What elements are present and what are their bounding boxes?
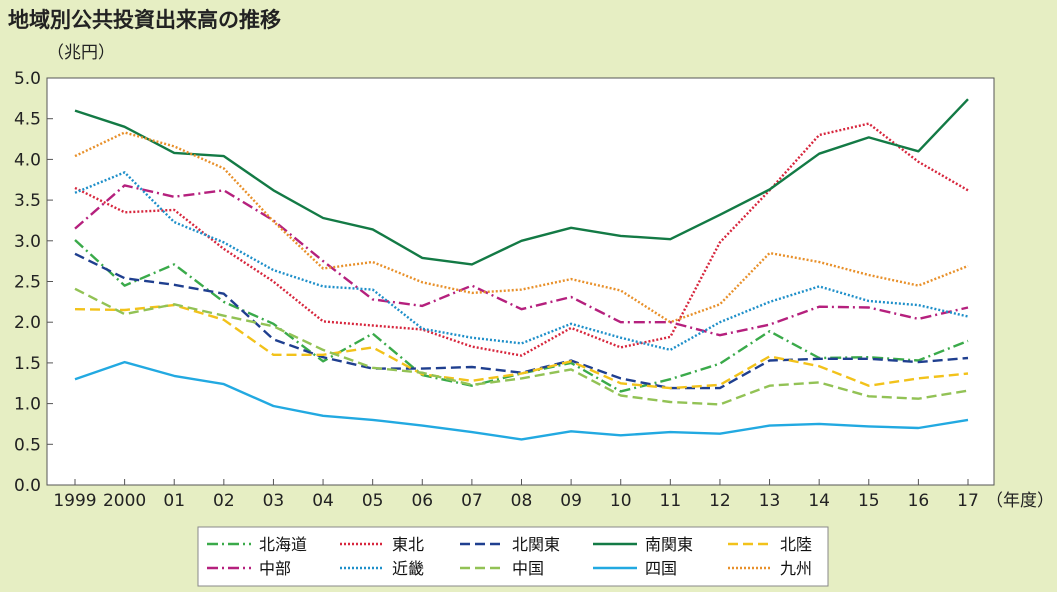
legend-label: 近畿 [392,559,424,578]
series-line-6 [74,184,969,337]
legend-label: 北海道 [259,535,307,554]
x-tick-label: 15 [858,491,880,511]
y-tick-label: 0.0 [14,476,41,496]
x-tick-label: 08 [511,491,533,511]
series-line-9 [74,360,969,441]
y-tick-label: 4.0 [14,150,41,170]
y-axis-ticks: 0.0 0.5 1.0 1.5 2.0 2.5 3.0 3.5 4.0 4.5 5.0 [14,69,53,496]
series-line-8 [74,287,969,406]
y-tick-label: 4.5 [14,110,41,130]
legend-label: 北関東 [512,535,560,554]
series-line-3 [74,252,969,390]
x-tick-label: 13 [759,491,781,511]
y-tick-label: 1.5 [14,354,41,374]
y-tick-label: 5.0 [14,69,41,89]
legend-label: 中国 [512,559,544,578]
series-line-5 [74,303,969,390]
x-tick-label: 05 [362,491,384,511]
y-tick-label: 2.0 [14,313,41,333]
series-line-4 [74,98,969,266]
legend-label: 四国 [645,559,677,578]
series-lines [74,98,969,441]
y-tick-label: 3.0 [14,232,41,252]
y-tick-label: 1.0 [14,395,41,415]
x-tick-label: 17 [957,491,979,511]
y-tick-label: 0.5 [14,435,41,455]
x-tick-label: 16 [908,491,930,511]
legend-label: 九州 [780,559,812,578]
y-axis-unit-label: （兆円） [47,43,115,63]
x-tick-label: 04 [312,491,334,511]
x-axis-unit-label: （年度） [986,491,1054,511]
x-tick-label: 03 [263,491,285,511]
x-tick-label: 07 [461,491,483,511]
chart-title: 地域別公共投資出来高の推移 [8,8,281,32]
x-tick-label: 1999 [53,491,96,511]
series-line-10 [74,131,969,324]
x-tick-label: 06 [411,491,433,511]
x-tick-label: 11 [660,491,682,511]
x-axis-ticks: 1999 2000 01 02 03 04 05 06 07 08 09 10 11 12 13 14 15 16… [53,479,979,511]
y-tick-label: 3.5 [14,191,41,211]
x-tick-label: 01 [163,491,185,511]
legend-box [197,526,829,587]
x-tick-label: 2000 [103,491,146,511]
series-line-2 [74,122,969,357]
x-tick-label: 12 [709,491,731,511]
legend-label: 中部 [259,559,291,578]
y-tick-label: 2.5 [14,273,41,293]
legend-label: 東北 [392,535,424,554]
x-tick-label: 02 [213,491,235,511]
series-line-7 [74,171,969,352]
plot-area [46,77,995,486]
x-tick-label: 14 [808,491,830,511]
x-tick-label: 10 [610,491,632,511]
legend-label: 北陸 [780,535,812,554]
legend-label: 南関東 [645,535,693,554]
x-tick-label: 09 [560,491,582,511]
